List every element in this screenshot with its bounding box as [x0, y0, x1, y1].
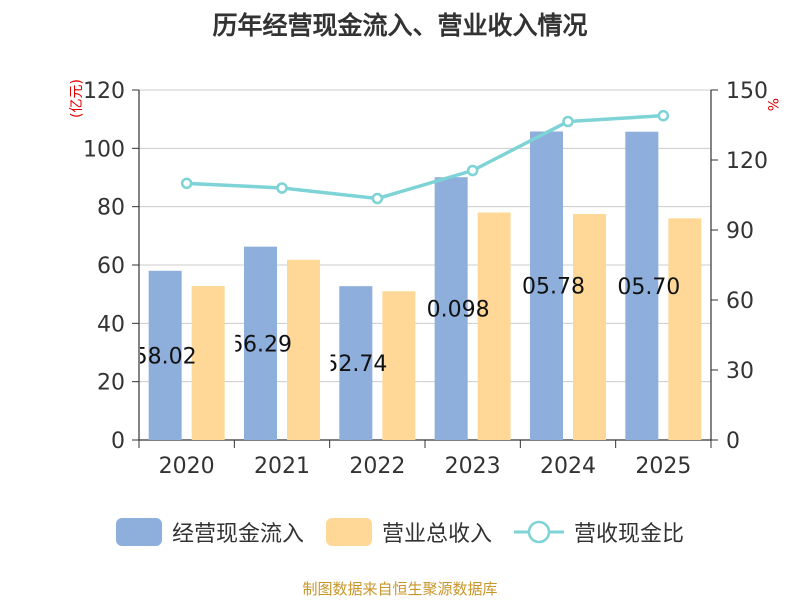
legend-label-cash-inflow: 经营现金流入	[171, 522, 304, 547]
bar-cash-inflow	[244, 246, 277, 440]
point-ratio	[276, 182, 288, 194]
y-tick-label: 0	[111, 429, 125, 454]
legend-item-revenue[interactable]: 营业总收入	[325, 516, 492, 548]
legend: 经营现金流入 营业总收入 营收现金比	[0, 516, 800, 548]
y2-tick-label: 0	[726, 429, 740, 454]
x-tick-label: 2023	[445, 454, 501, 479]
bar-cash-inflow	[434, 177, 468, 441]
y-tick-label: 120	[83, 79, 125, 104]
x-tick-label: 2020	[159, 454, 215, 479]
bar-revenue	[477, 212, 511, 440]
bar-cash-inflow	[148, 270, 182, 440]
y2-tick-label: 120	[726, 149, 768, 174]
point-ratio	[562, 115, 574, 128]
bar-revenue	[573, 213, 606, 440]
bar-cash-inflow	[530, 131, 563, 440]
legend-swatch-ratio	[514, 520, 564, 544]
y2-tick-label: 90	[726, 219, 754, 244]
data-label-cash-inflow: 52.74	[324, 352, 387, 377]
legend-item-ratio[interactable]: 营收现金比	[514, 516, 684, 548]
chart-title: 历年经营现金流入、营业收入情况	[212, 11, 588, 40]
point-ratio	[371, 192, 384, 205]
legend-swatch-cash-inflow	[115, 518, 162, 546]
bar-revenue	[668, 218, 702, 440]
bar-revenue	[287, 259, 320, 440]
y2-tick-label: 60	[726, 289, 754, 314]
bar-revenue	[382, 291, 416, 440]
legend-label-ratio: 营收现金比	[574, 522, 685, 547]
data-label-cash-inflow: 58.02	[134, 344, 197, 369]
y-tick-label: 20	[97, 371, 125, 396]
legend-swatch-revenue	[325, 518, 372, 546]
legend-item-cash-inflow[interactable]: 经营现金流入	[115, 516, 304, 548]
bar-cash-inflow	[339, 286, 373, 440]
point-ratio	[466, 164, 479, 177]
y-tick-label: 80	[97, 196, 125, 221]
y-tick-label: 60	[97, 254, 125, 279]
x-tick-label: 2022	[349, 454, 405, 479]
point-ratio	[657, 109, 670, 122]
bar-cash-inflow	[625, 131, 659, 441]
data-label-cash-inflow: 66.29	[229, 332, 292, 357]
data-label-cash-inflow: 105.70	[603, 275, 680, 300]
source-note: 制图数据来自恒生聚源数据库	[302, 580, 498, 598]
x-tick-label: 2025	[635, 454, 691, 479]
bar-revenue	[191, 286, 225, 440]
legend-label-revenue: 营业总收入	[381, 522, 492, 547]
point-ratio	[180, 177, 193, 190]
x-tick-label: 2024	[540, 454, 596, 479]
line-ratio	[186, 113, 664, 201]
y-tick-label: 100	[83, 137, 125, 162]
y2-tick-label: 150	[726, 79, 768, 104]
x-tick-label: 2021	[254, 454, 310, 479]
data-label-cash-inflow: 90.098	[413, 298, 490, 323]
data-label-cash-inflow: 105.78	[508, 275, 585, 300]
y-tick-label: 40	[97, 312, 125, 337]
y2-tick-label: 30	[726, 359, 754, 384]
